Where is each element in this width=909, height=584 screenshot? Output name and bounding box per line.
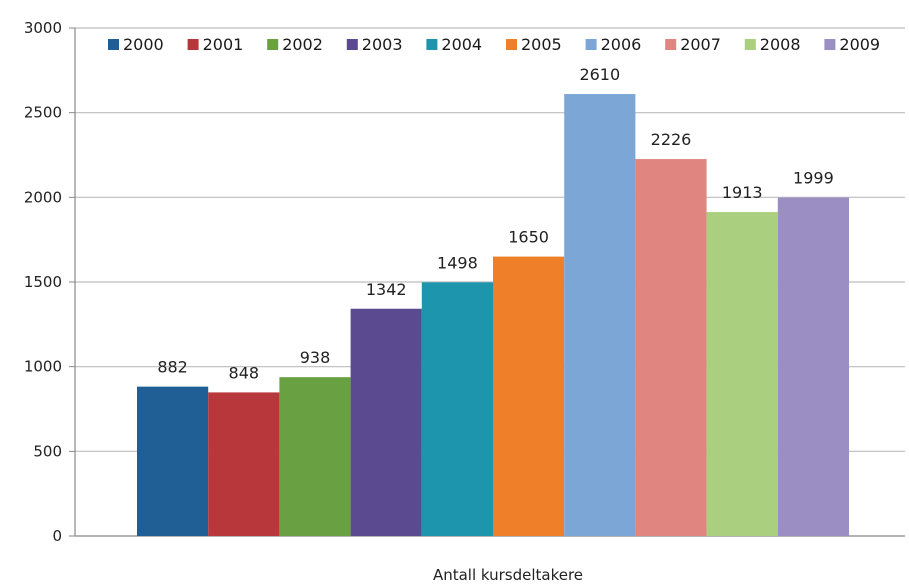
bar-2006 [564, 94, 636, 536]
data-label-2000: 882 [157, 358, 188, 377]
legend-swatch-2008 [744, 39, 756, 50]
legend-label-2000: 2000 [123, 35, 164, 54]
legend-swatch-2009 [824, 39, 836, 50]
legend-swatch-2001 [187, 39, 199, 50]
legend-label-2003: 2003 [362, 35, 403, 54]
legend: 2000 2001 2002 2003 2004 2005 2006 2007 2008 2009 [108, 35, 880, 54]
legend-label-2007: 2007 [680, 35, 721, 54]
legend-swatch-2003 [346, 39, 358, 50]
legend-swatch-2000 [108, 39, 119, 50]
y-tick-label: 0 [52, 527, 62, 545]
bar-2009 [777, 197, 849, 536]
y-tick-label: 3000 [24, 19, 62, 37]
bar-2008 [706, 212, 778, 536]
bar-2001 [208, 392, 280, 536]
legend-swatch-2007 [665, 39, 677, 50]
bars [137, 94, 849, 536]
data-label-2005: 1650 [508, 228, 549, 247]
data-label-2006: 2610 [579, 65, 620, 84]
x-axis-label: Antall kursdeltakere [433, 566, 583, 584]
data-label-2008: 1913 [722, 183, 763, 202]
bar-2007 [635, 159, 707, 536]
legend-label-2008: 2008 [760, 35, 801, 54]
legend-swatch-2005 [506, 39, 517, 50]
bar-2005 [493, 256, 565, 536]
data-label-2004: 1498 [437, 253, 478, 272]
data-label-2009: 1999 [793, 169, 834, 188]
y-tick-label: 1000 [24, 358, 62, 376]
data-labels: 882 848 938 1342 1498 1650 2610 2226 1913 1999 [157, 65, 833, 382]
legend-label-2002: 2002 [282, 35, 323, 54]
bar-2003 [350, 308, 422, 536]
legend-label-2004: 2004 [441, 35, 482, 54]
y-tick-label: 2500 [24, 104, 62, 122]
y-tick-label: 500 [33, 442, 62, 460]
legend-label-2001: 2001 [203, 35, 244, 54]
data-label-2002: 938 [300, 348, 331, 367]
data-label-2007: 2226 [651, 130, 692, 149]
legend-label-2009: 2009 [839, 35, 880, 54]
data-label-2001: 848 [229, 363, 260, 382]
legend-label-2005: 2005 [521, 35, 562, 54]
bar-2000 [137, 386, 209, 536]
bar-2002 [279, 377, 351, 536]
legend-swatch-2002 [267, 39, 279, 50]
legend-swatch-2006 [585, 39, 597, 50]
legend-label-2006: 2006 [601, 35, 642, 54]
bar-2004 [421, 282, 493, 536]
y-tick-label: 1500 [24, 273, 62, 291]
legend-swatch-2004 [426, 39, 438, 50]
data-label-2003: 1342 [366, 280, 407, 299]
y-tick-label: 2000 [24, 188, 62, 206]
